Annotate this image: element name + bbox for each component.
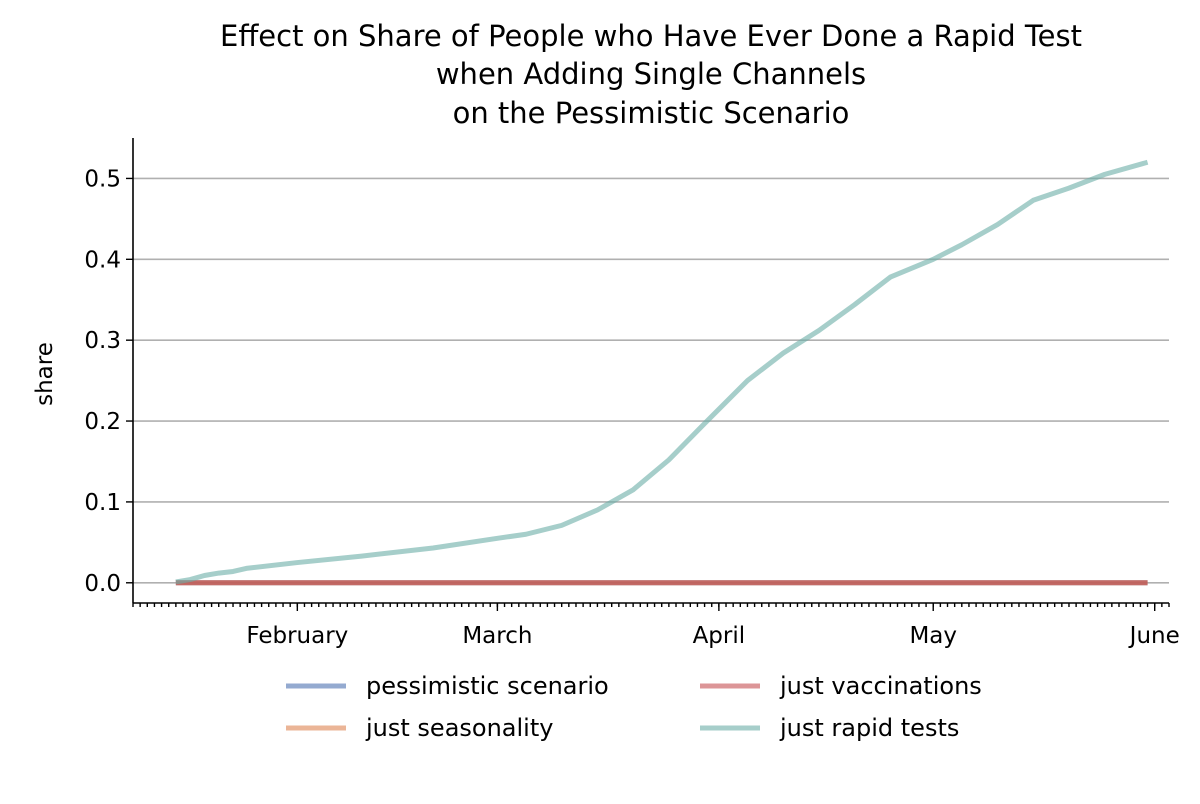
legend: pessimistic scenario just seasonality just… — [286, 672, 982, 742]
legend-label: pessimistic scenario — [366, 672, 609, 700]
chart-title-line-3: on the Pessimistic Scenario — [453, 96, 850, 130]
y-tick-label: 0.1 — [84, 490, 121, 516]
series-lines — [175, 159, 1149, 586]
series-line-4 — [175, 159, 1149, 585]
x-minor-ticks — [132, 603, 1170, 607]
y-axis-label: share — [32, 342, 58, 406]
chart-title: Effect on Share of People who Have Ever … — [220, 19, 1082, 130]
x-tick-label: March — [462, 623, 532, 649]
x-tick-label: June — [1128, 623, 1180, 649]
chart-title-line-2: when Adding Single Channels — [436, 57, 866, 91]
y-tick-label: 0.5 — [84, 166, 121, 192]
y-ticks: 0.0 0.1 0.2 0.3 0.4 0.5 — [84, 166, 133, 597]
x-tick-label: February — [246, 623, 348, 649]
legend-label: just seasonality — [365, 714, 553, 742]
legend-label: just vaccinations — [779, 672, 982, 700]
y-tick-label: 0.0 — [84, 571, 121, 597]
x-ticks: February March April May June — [246, 603, 1180, 649]
legend-label: just rapid tests — [779, 714, 959, 742]
y-tick-label: 0.4 — [84, 247, 121, 273]
axes — [132, 138, 1169, 604]
y-gridlines — [133, 177, 1169, 584]
chart-title-line-1: Effect on Share of People who Have Ever … — [220, 19, 1082, 53]
y-tick-label: 0.2 — [84, 409, 121, 435]
x-tick-label: April — [693, 623, 746, 649]
y-tick-label: 0.3 — [84, 328, 121, 354]
x-tick-label: May — [909, 623, 957, 649]
